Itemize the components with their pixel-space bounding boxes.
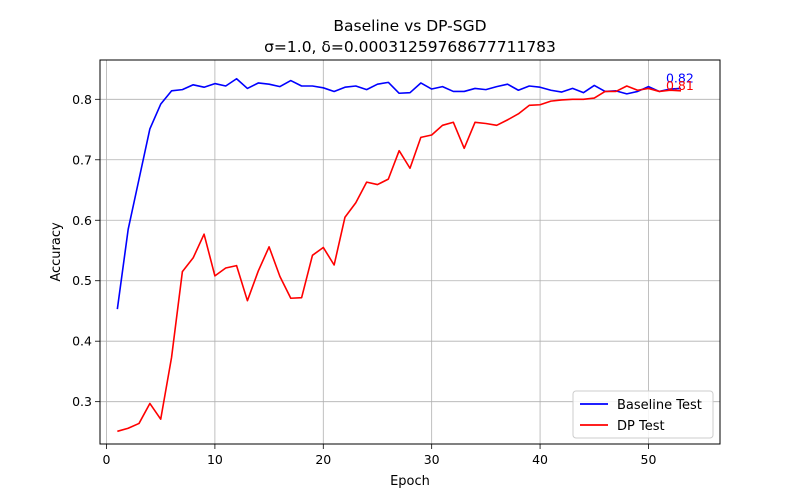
legend-box	[572, 390, 714, 439]
end-value-label-baseline: 0.82	[666, 70, 694, 85]
y-tick-label: 0.8	[72, 92, 92, 107]
series-lines	[116, 77, 682, 433]
chart-subtitle: σ=1.0, δ=0.00031259768677711783	[264, 38, 556, 56]
y-tick-label: 0.5	[72, 273, 92, 288]
end-labels: 0.820.81	[666, 70, 694, 92]
y-tick-label: 0.6	[72, 213, 92, 228]
legend-label-dp: DP Test	[617, 419, 665, 434]
legend: Baseline Test DP Test	[572, 390, 714, 439]
x-tick-label: 40	[532, 452, 548, 467]
x-tick-label: 10	[207, 452, 223, 467]
series-line-dp	[117, 85, 682, 433]
x-tick-label: 30	[424, 452, 440, 467]
x-axis-ticks: 0 10 20 30 40 50	[103, 444, 657, 467]
y-axis-ticks: 0.3 0.4 0.5 0.6 0.7 0.8	[72, 92, 100, 409]
legend-label-baseline: Baseline Test	[617, 398, 702, 413]
x-tick-label: 50	[641, 452, 657, 467]
y-tick-label: 0.4	[72, 334, 92, 349]
plot-area-frame	[99, 59, 721, 445]
y-tick-label: 0.7	[72, 152, 92, 167]
series-line-baseline	[116, 77, 682, 310]
x-axis-label: Epoch	[390, 474, 430, 489]
end-value-label-dp: 0.81	[666, 78, 694, 93]
y-tick-label: 0.3	[72, 394, 92, 409]
y-axis-label: Accuracy	[49, 222, 64, 282]
x-tick-label: 0	[103, 452, 111, 467]
chart-title: Baseline vs DP-SGD	[333, 17, 486, 35]
x-tick-label: 20	[315, 452, 331, 467]
